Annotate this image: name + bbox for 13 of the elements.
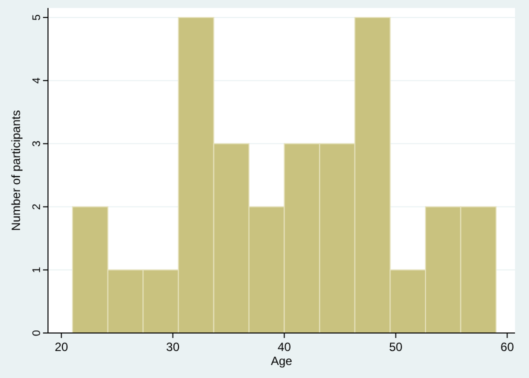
y-tick-label: 4 — [31, 78, 43, 84]
y-tick-label: 3 — [31, 140, 43, 147]
x-tick-label: 40 — [278, 340, 292, 354]
y-tick-label: 0 — [31, 330, 43, 336]
x-axis-title: Age — [270, 354, 292, 368]
y-tick-label: 5 — [31, 14, 43, 21]
y-tick-label: 2 — [31, 204, 43, 210]
x-tick-label: 60 — [500, 340, 514, 354]
x-tick-label: 30 — [166, 340, 180, 354]
x-tick-label: 20 — [54, 340, 68, 354]
y-tick-label: 1 — [31, 266, 43, 273]
y-axis-title: Number of participants — [9, 110, 23, 231]
x-tick-label: 50 — [389, 340, 403, 354]
